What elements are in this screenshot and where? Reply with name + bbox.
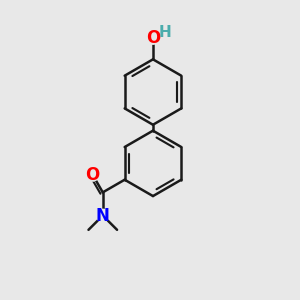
Text: O: O bbox=[146, 29, 160, 47]
Circle shape bbox=[97, 209, 109, 222]
Circle shape bbox=[147, 32, 159, 44]
Text: N: N bbox=[96, 206, 110, 224]
Text: H: H bbox=[159, 25, 172, 40]
Circle shape bbox=[159, 26, 172, 39]
Text: O: O bbox=[85, 166, 100, 184]
Circle shape bbox=[86, 169, 99, 181]
